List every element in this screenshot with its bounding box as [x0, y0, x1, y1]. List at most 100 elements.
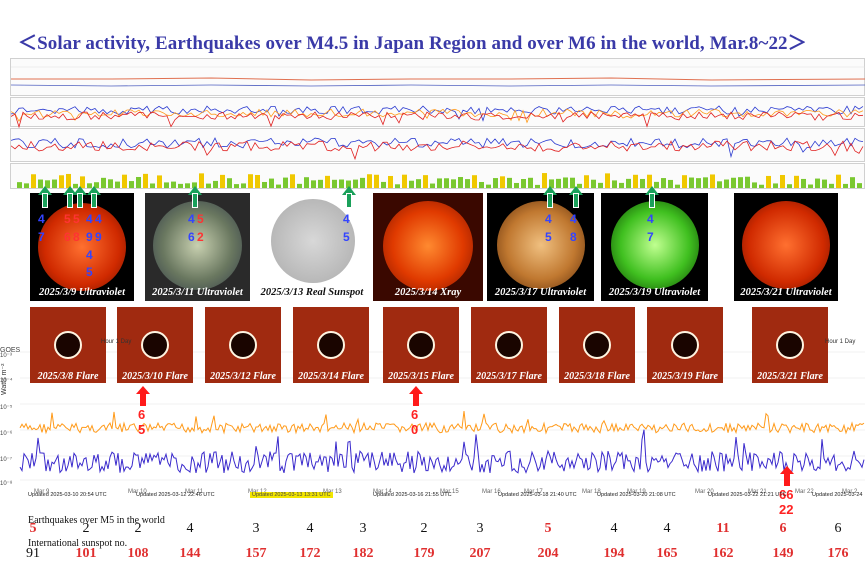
- kp-bar: [374, 174, 379, 188]
- kp-bar: [276, 184, 281, 188]
- flare-image-2: 2025/3/10 Flare: [117, 307, 193, 383]
- magnetometer-plot-2: [11, 105, 864, 128]
- kp-bar: [17, 182, 22, 188]
- kp-bar: [178, 183, 183, 188]
- kp-bar: [577, 183, 582, 188]
- quake-magnitude-digit: 7: [38, 230, 45, 244]
- kp-bar: [633, 174, 638, 188]
- flare-caption: 2025/3/14 Flare: [298, 371, 364, 382]
- quake-magnitude-digit: 9: [95, 230, 102, 244]
- kp-bar: [290, 174, 295, 188]
- quake-magnitude-digit: 4: [647, 212, 654, 226]
- quake-magnitude-digit: 4: [86, 248, 93, 262]
- kp-bar: [199, 173, 204, 188]
- flare-caption: 2025/3/15 Flare: [388, 371, 454, 382]
- sunspot-number-cell: 172: [299, 546, 321, 561]
- goes-y-tick: 10⁻⁵: [0, 405, 13, 411]
- quake-magnitude-digit: 4: [545, 212, 552, 226]
- kp-bar: [710, 174, 715, 188]
- goes-x-tick: Mar 20: [695, 489, 714, 495]
- kp-bar: [94, 182, 99, 188]
- flare-image-7: 2025/3/18 Flare: [559, 307, 635, 383]
- goes-y-tick: 10⁻⁴: [0, 378, 13, 384]
- kp-bar: [402, 174, 407, 188]
- kp-bar: [570, 177, 575, 188]
- sun-image-4: 2025/3/14 Xray: [373, 193, 483, 301]
- magnetometer-trace: [11, 111, 864, 128]
- goes-x-tick: Mar 19: [627, 489, 646, 495]
- sun-image-1: 2025/3/9 Ultraviolet: [30, 193, 134, 301]
- kp-bar: [556, 178, 561, 188]
- quake-arrow-icon: [409, 386, 423, 406]
- kp-bar: [213, 180, 218, 188]
- kp-bar: [535, 184, 540, 188]
- earthquake-count-cell: 2: [134, 521, 142, 536]
- kp-bar: [724, 179, 729, 188]
- kp-bar: [815, 178, 820, 188]
- kp-bar: [836, 174, 841, 188]
- kp-bar: [766, 175, 771, 188]
- sunspot-number-cell: 144: [179, 546, 201, 561]
- kp-bar: [703, 177, 708, 188]
- kp-bar: [654, 181, 659, 188]
- sunspot-number-cell: 179: [413, 546, 435, 561]
- magnetometer-panel-1: [10, 58, 865, 96]
- flare-caption: 2025/3/19 Flare: [652, 371, 718, 382]
- sunspot-number-cell: 108: [127, 546, 149, 561]
- kp-bar: [108, 179, 113, 188]
- flare-image-8: 2025/3/19 Flare: [647, 307, 723, 383]
- kp-bar: [640, 178, 645, 188]
- flare-image-4: 2025/3/14 Flare: [293, 307, 369, 383]
- kp-bar: [738, 177, 743, 188]
- world-quake-magnitude: 6 0: [411, 407, 419, 437]
- world-quake-magnitude: 66 22: [779, 487, 794, 517]
- sun-image-caption: 2025/3/17 Ultraviolet: [494, 287, 587, 298]
- kp-bar: [717, 181, 722, 188]
- kp-bar: [626, 178, 631, 188]
- kp-bar: [857, 183, 862, 188]
- kp-bar: [850, 177, 855, 188]
- kp-bar: [591, 179, 596, 188]
- goes-x-tick: Mar 17: [524, 489, 543, 495]
- sunspot-number-cell: 176: [827, 546, 849, 561]
- quake-magnitude-digit: 5: [64, 212, 71, 226]
- kp-bar: [444, 178, 449, 188]
- updated-timestamp: Updated 2025-03-10 20:54 UTC: [28, 492, 107, 498]
- kp-bar: [234, 184, 239, 188]
- sun-image-6: 2025/3/19 Ultraviolet: [601, 193, 708, 301]
- kp-bar: [829, 183, 834, 188]
- kp-bar: [612, 180, 617, 188]
- quake-magnitude-digit: 5: [545, 230, 552, 244]
- kp-bar: [122, 174, 127, 188]
- quake-arrow-icon: [136, 386, 150, 406]
- kp-bar: [45, 180, 50, 188]
- quake-magnitude-digit: 4: [86, 212, 93, 226]
- kp-bar: [325, 175, 330, 188]
- kp-bar: [682, 175, 687, 188]
- sun-image-caption: 2025/3/21 Ultraviolet: [740, 287, 832, 298]
- sunspot-number-cell: 157: [245, 546, 267, 561]
- earthquake-count-cell: 6: [779, 521, 787, 536]
- kp-index-panel: [10, 163, 865, 189]
- flare-caption: 2025/3/18 Flare: [564, 371, 630, 382]
- kp-bar: [164, 182, 169, 188]
- quake-magnitude-digit: 4: [95, 212, 102, 226]
- sun-image-caption: 2025/3/9 Ultraviolet: [38, 287, 126, 298]
- earthquake-count-cell: 4: [663, 521, 671, 536]
- earthquake-count-cell: 4: [186, 521, 194, 536]
- earthquake-count-cell: 2: [82, 521, 90, 536]
- flare-image-5: 2025/3/15 Flare: [383, 307, 459, 383]
- quake-magnitude-digit: 4: [38, 212, 45, 226]
- kp-bar: [787, 184, 792, 188]
- kp-bar: [381, 181, 386, 188]
- goes-x-tick: Mar 15: [440, 489, 459, 495]
- kp-bar: [129, 181, 134, 188]
- kp-bar: [311, 180, 316, 188]
- marker-arrow-icon: [87, 186, 101, 208]
- kp-bar: [332, 179, 337, 188]
- kp-index-bars: [17, 173, 862, 188]
- hour-day-label: Hour 1 Day: [101, 339, 132, 345]
- goes-x-tick: Mar 18: [582, 489, 601, 495]
- kp-bar: [388, 175, 393, 188]
- flare-caption: 2025/3/8 Flare: [37, 371, 99, 382]
